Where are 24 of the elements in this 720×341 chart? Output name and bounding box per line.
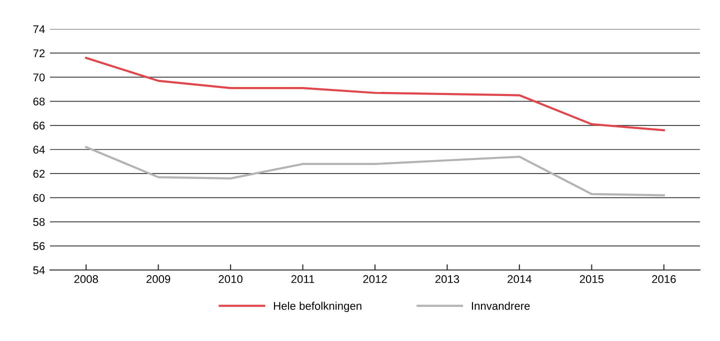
- y-tick-label: 72: [33, 49, 45, 58]
- y-tick-label: 56: [33, 242, 45, 250]
- x-tick-label: 2014: [508, 275, 532, 284]
- x-tick-label: 2015: [580, 275, 604, 284]
- x-tick-label: 2016: [652, 275, 676, 284]
- y-tick-label: 70: [33, 73, 45, 82]
- legend-label: Hele befolkningen: [274, 302, 362, 312]
- line-series: [85, 56, 665, 132]
- line-series: [85, 146, 665, 196]
- y-tick-label: 66: [33, 122, 45, 130]
- x-tick-label: 2013: [435, 275, 460, 284]
- y-tick-label: 64: [33, 146, 45, 154]
- x-tick-label: 2009: [146, 275, 170, 284]
- x-tick-label: 2011: [291, 275, 314, 284]
- x-tick-label: 2008: [74, 275, 98, 284]
- y-tick-label: 58: [33, 218, 45, 226]
- legend-label: Innvandrere: [472, 302, 530, 310]
- x-tick-label: 2012: [363, 275, 387, 284]
- y-tick-label: 54: [33, 266, 45, 274]
- x-tick-label: 2010: [218, 275, 242, 284]
- y-tick-label: 62: [33, 170, 45, 178]
- y-tick-label: 74: [33, 25, 45, 34]
- y-tick-label: 60: [33, 194, 45, 202]
- y-tick-label: 68: [33, 98, 45, 106]
